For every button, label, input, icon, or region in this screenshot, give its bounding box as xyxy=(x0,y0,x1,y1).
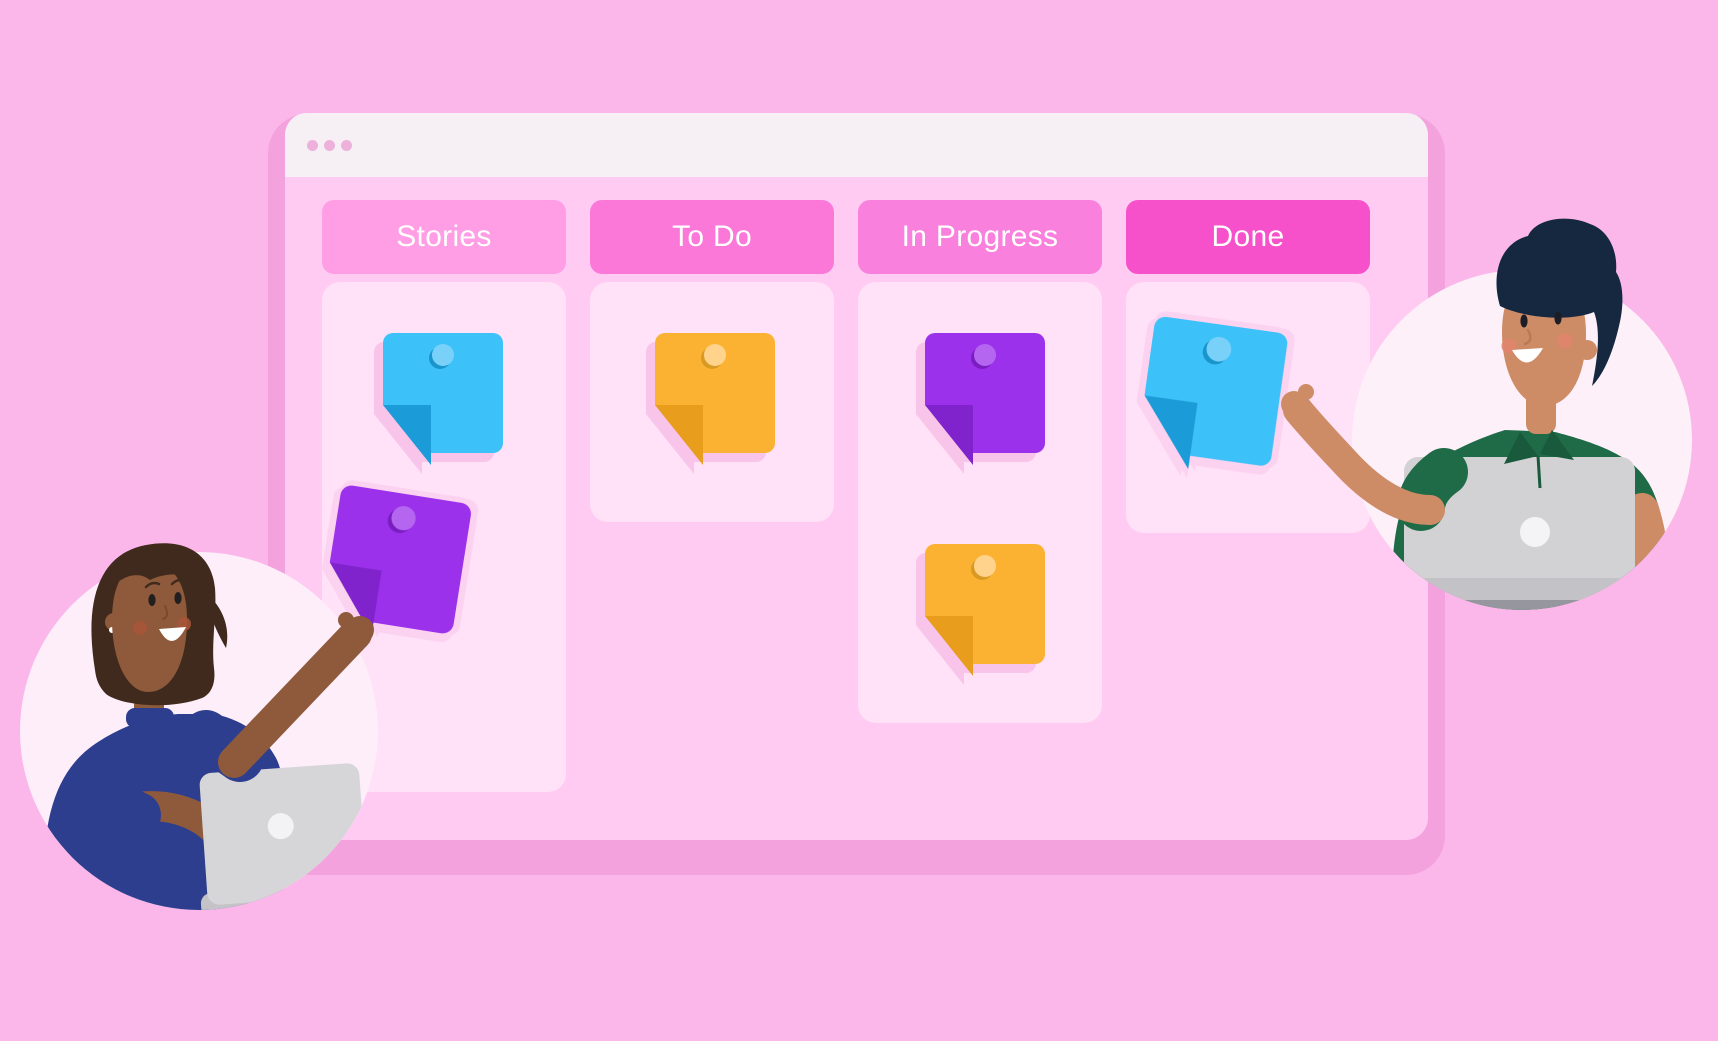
column-header-done: Done xyxy=(1126,200,1370,274)
column-header-todo: To Do xyxy=(590,200,834,274)
column-header-stories: Stories xyxy=(322,200,566,274)
column-header-inprogress: In Progress xyxy=(858,200,1102,274)
note-pin xyxy=(974,555,996,577)
sticky-note-blue-held-by-man[interactable] xyxy=(1135,315,1289,480)
window-dot[interactable] xyxy=(324,140,335,151)
column-title: Stories xyxy=(396,220,492,253)
window-control-dots xyxy=(307,140,352,151)
note-pin xyxy=(974,344,996,366)
window-dot[interactable] xyxy=(341,140,352,151)
window-dot[interactable] xyxy=(307,140,318,151)
note-pin xyxy=(432,344,454,366)
note-fold xyxy=(925,616,973,676)
column-title: To Do xyxy=(672,220,752,253)
column-title: Done xyxy=(1211,220,1285,253)
note-fold xyxy=(319,562,381,635)
sticky-note-purple-held-by-woman[interactable] xyxy=(319,484,472,648)
sticky-note-yellow[interactable] xyxy=(655,333,775,465)
note-pin xyxy=(704,344,726,366)
note-fold xyxy=(925,405,973,465)
column-title: In Progress xyxy=(901,220,1059,253)
browser-titlebar xyxy=(285,113,1428,177)
sticky-note-yellow[interactable] xyxy=(925,544,1045,676)
sticky-note-purple[interactable] xyxy=(925,333,1045,465)
note-fold xyxy=(383,405,431,465)
sticky-note-blue[interactable] xyxy=(383,333,503,465)
note-fold xyxy=(1135,395,1198,469)
note-fold xyxy=(655,405,703,465)
